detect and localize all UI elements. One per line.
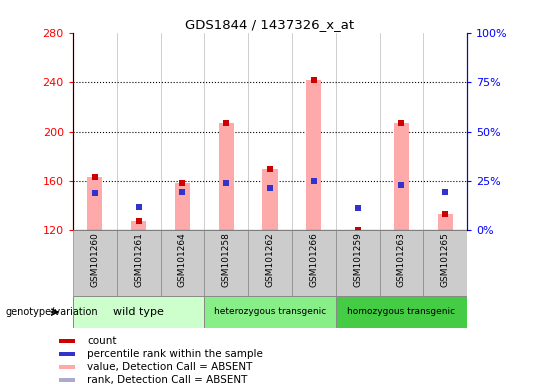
Bar bbox=[160, 230, 204, 296]
Text: GSM101258: GSM101258 bbox=[222, 232, 231, 287]
Text: GSM101264: GSM101264 bbox=[178, 232, 187, 287]
Bar bbox=[59, 339, 76, 343]
Bar bbox=[73, 230, 117, 296]
Bar bbox=[87, 177, 103, 230]
Text: value, Detection Call = ABSENT: value, Detection Call = ABSENT bbox=[87, 362, 253, 372]
Bar bbox=[117, 230, 160, 296]
Bar bbox=[204, 230, 248, 296]
Bar bbox=[59, 353, 76, 356]
Text: GSM101266: GSM101266 bbox=[309, 232, 318, 287]
Title: GDS1844 / 1437326_x_at: GDS1844 / 1437326_x_at bbox=[185, 18, 355, 31]
Bar bbox=[306, 79, 321, 230]
Text: wild type: wild type bbox=[113, 307, 164, 317]
Text: GSM101265: GSM101265 bbox=[441, 232, 450, 287]
Text: GSM101259: GSM101259 bbox=[353, 232, 362, 287]
Text: percentile rank within the sample: percentile rank within the sample bbox=[87, 349, 263, 359]
Bar bbox=[423, 230, 467, 296]
Text: homozygous transgenic: homozygous transgenic bbox=[347, 308, 455, 316]
Bar bbox=[204, 296, 336, 328]
Bar bbox=[394, 123, 409, 230]
Bar bbox=[336, 230, 380, 296]
Text: GSM101261: GSM101261 bbox=[134, 232, 143, 287]
Bar bbox=[262, 169, 278, 230]
Bar bbox=[175, 184, 190, 230]
Bar bbox=[73, 296, 204, 328]
Bar bbox=[437, 214, 453, 230]
Text: count: count bbox=[87, 336, 117, 346]
Bar bbox=[292, 230, 336, 296]
Text: GSM101262: GSM101262 bbox=[266, 232, 274, 287]
Bar bbox=[248, 230, 292, 296]
Text: heterozygous transgenic: heterozygous transgenic bbox=[214, 308, 326, 316]
Bar bbox=[59, 365, 76, 369]
Text: rank, Detection Call = ABSENT: rank, Detection Call = ABSENT bbox=[87, 375, 248, 384]
Bar bbox=[380, 230, 423, 296]
Text: GSM101260: GSM101260 bbox=[90, 232, 99, 287]
Bar bbox=[336, 296, 467, 328]
Text: GSM101263: GSM101263 bbox=[397, 232, 406, 287]
Bar bbox=[59, 378, 76, 382]
Bar bbox=[131, 220, 146, 230]
Bar bbox=[219, 123, 234, 230]
Text: genotype/variation: genotype/variation bbox=[5, 307, 98, 317]
